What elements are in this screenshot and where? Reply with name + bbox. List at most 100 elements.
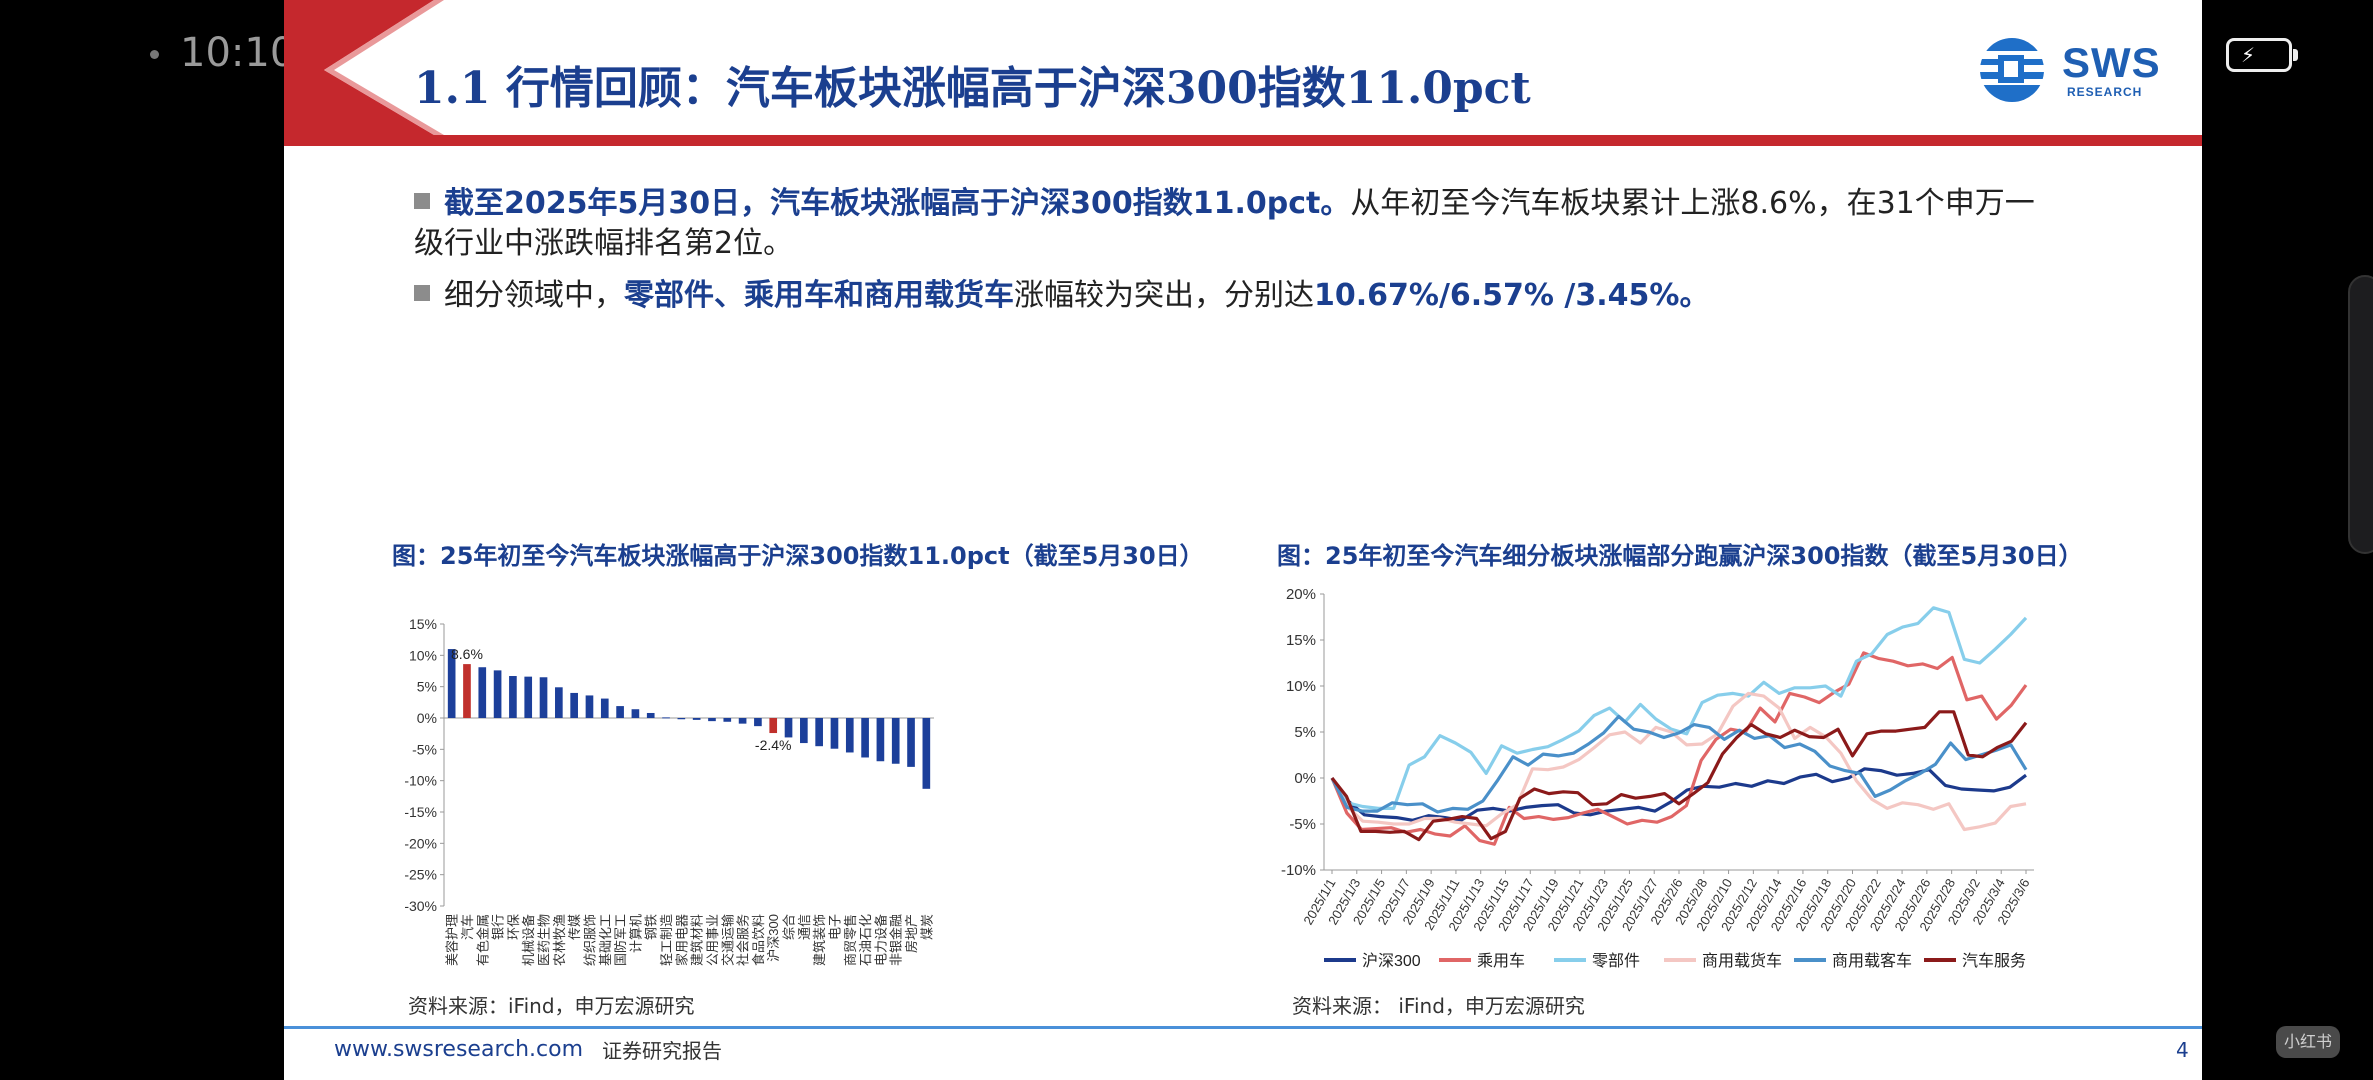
bar-category-label: 计算机 (628, 914, 643, 953)
bullet-1-text: 从年初至今汽车板块累计上涨8.6%，在31个申万一 (1350, 186, 2035, 221)
bar-category-label: 商贸零售 (843, 914, 858, 966)
legend-label: 零部件 (1592, 952, 1640, 970)
bullet-1: 截至2025年5月30日，汽车板块涨幅高于沪深300指数11.0pct。从年初至… (414, 184, 2114, 264)
legend-label: 商用载货车 (1702, 952, 1782, 970)
logo-subtext: RESEARCH (2067, 85, 2143, 99)
bar-基础化工 (600, 698, 609, 718)
bar-category-label: 轻工制造 (659, 914, 674, 966)
bar-建筑装饰 (815, 718, 823, 747)
series-line-商用载货车 (1330, 691, 2027, 832)
bar-通信 (800, 718, 808, 744)
page-number: 4 (2176, 1038, 2189, 1062)
bar-y-tick-label: -25% (404, 867, 437, 883)
legend-label: 汽车服务 (1962, 952, 2026, 970)
sws-logo: SWS RESEARCH (1974, 35, 2174, 105)
bar-category-label: 沪深300 (766, 914, 781, 962)
bar-汽车 (463, 664, 471, 718)
status-dot (150, 50, 159, 59)
bar-category-label: 交通运输 (720, 914, 735, 966)
bar-y-tick-label: -20% (404, 835, 437, 851)
bullet-square-icon (414, 285, 430, 301)
bar-y-tick-label: 0% (417, 710, 437, 726)
bar-chart: 15% 10% 5% 0% -5% -10% -15% -20% -25% -30% 美容护理 汽车 8… (404, 616, 934, 966)
bar-美容护理 (447, 649, 456, 718)
bullet-square-icon (414, 193, 430, 209)
legend-label: 乘用车 (1477, 952, 1525, 970)
bar-category-label: 基础化工 (598, 914, 613, 966)
bar-计算机 (631, 709, 640, 718)
bar-category-label: 综合 (782, 914, 797, 940)
bar-非银金融 (891, 718, 900, 764)
bar-建筑材料 (692, 718, 701, 720)
bar-category-label: 钢铁 (644, 914, 659, 940)
bar-category-label: 机械设备 (521, 914, 536, 966)
bar-category-label: 建筑装饰 (812, 914, 827, 966)
slide: 1.1 行情回顾：汽车板块涨幅高于沪深300指数11.0pct SWS RESE… (284, 0, 2202, 1080)
line-chart-title: 图：25年初至今汽车细分板块涨幅部分跑赢沪深300指数（截至5月30日） (1277, 542, 2083, 570)
bar-category-label: 食品饮料 (751, 914, 766, 966)
line-y-tick-label: 15% (1286, 632, 1316, 649)
bar-纺织服饰 (585, 695, 594, 718)
bar-银行 (493, 670, 502, 718)
status-time: 10:10 (180, 30, 296, 76)
footer-url[interactable]: www.swsresearch.com (334, 1037, 584, 1062)
bar-公用事业 (708, 718, 716, 722)
bar-category-label: 传媒 (567, 914, 582, 940)
bar-chart-source: 资料来源：iFind，申万宏源研究 (408, 994, 695, 1018)
line-y-tick-label: 5% (1294, 724, 1316, 741)
line-chart-source: 资料来源： iFind，申万宏源研究 (1292, 994, 1585, 1018)
bullet-2-mid: 涨幅较为突出，分别达 (1014, 278, 1314, 313)
footer-divider (284, 1026, 2202, 1029)
series-line-乘用车 (1330, 651, 2028, 846)
bullet-2: 细分领域中，零部件、乘用车和商用载货车涨幅较为突出，分别达10.67%/6.57… (414, 276, 2114, 316)
bar-category-label: 美容护理 (445, 914, 460, 966)
line-y-tick-label: -10% (1281, 862, 1316, 879)
bar-category-label: 国防军工 (613, 914, 628, 966)
bar-category-label: 汽车 (460, 914, 475, 940)
legend-label: 商用载客车 (1832, 952, 1912, 970)
bar-data-label: -2.4% (755, 737, 792, 753)
bar-category-label: 建筑材料 (690, 914, 705, 966)
logo-text: SWS (2062, 39, 2161, 86)
bar-有色金属 (478, 667, 487, 718)
slide-title: 1.1 行情回顾：汽车板块涨幅高于沪深300指数11.0pct (414, 63, 1531, 114)
bar-category-label: 非银金融 (889, 914, 904, 966)
bar-category-label: 有色金属 (475, 914, 490, 966)
bar-电力设备 (876, 718, 885, 762)
bar-房地产 (907, 718, 915, 767)
bar-钢铁 (646, 712, 655, 718)
bar-category-label: 医药生物 (537, 914, 552, 966)
bar-category-label: 环保 (506, 914, 521, 940)
bar-y-tick-label: -5% (412, 741, 437, 757)
bar-沪深300 (769, 718, 778, 734)
bar-chart-title: 图：25年初至今汽车板块涨幅高于沪深300指数11.0pct（截至5月30日） (392, 542, 1204, 570)
bar-category-label: 电子 (827, 914, 842, 940)
bullet-2-bold: 零部件、乘用车和商用载货车 (624, 278, 1014, 313)
legend-label: 沪深300 (1362, 952, 1421, 970)
battery-icon: ⚡ (2226, 38, 2298, 72)
bar-农林牧渔 (555, 687, 563, 718)
bar-category-label: 公用事业 (705, 914, 720, 966)
line-y-tick-label: 10% (1286, 678, 1316, 695)
side-panel-handle[interactable] (2348, 275, 2373, 554)
bar-家用电器 (677, 718, 686, 720)
series-line-汽车服务 (1330, 710, 2028, 842)
bar-食品饮料 (754, 718, 762, 727)
bar-机械设备 (524, 676, 533, 718)
bar-医药生物 (539, 677, 548, 718)
line-y-tick-label: 20% (1286, 586, 1316, 603)
bar-轻工制造 (662, 717, 670, 719)
bar-综合 (784, 718, 793, 738)
footer-label: 证券研究报告 (602, 1039, 722, 1063)
bar-category-label: 房地产 (904, 914, 919, 953)
bar-传媒 (570, 692, 578, 718)
bar-社会服务 (738, 718, 747, 724)
bar-category-label: 社会服务 (736, 914, 751, 966)
bar-电子 (830, 718, 839, 749)
series-line-商用载客车 (1330, 714, 2028, 814)
line-y-tick-label: -5% (1289, 816, 1316, 833)
bar-category-label: 家用电器 (674, 914, 689, 966)
bar-category-label: 农林牧渔 (552, 914, 567, 966)
bar-石油石化 (861, 718, 869, 758)
bar-环保 (509, 676, 517, 718)
